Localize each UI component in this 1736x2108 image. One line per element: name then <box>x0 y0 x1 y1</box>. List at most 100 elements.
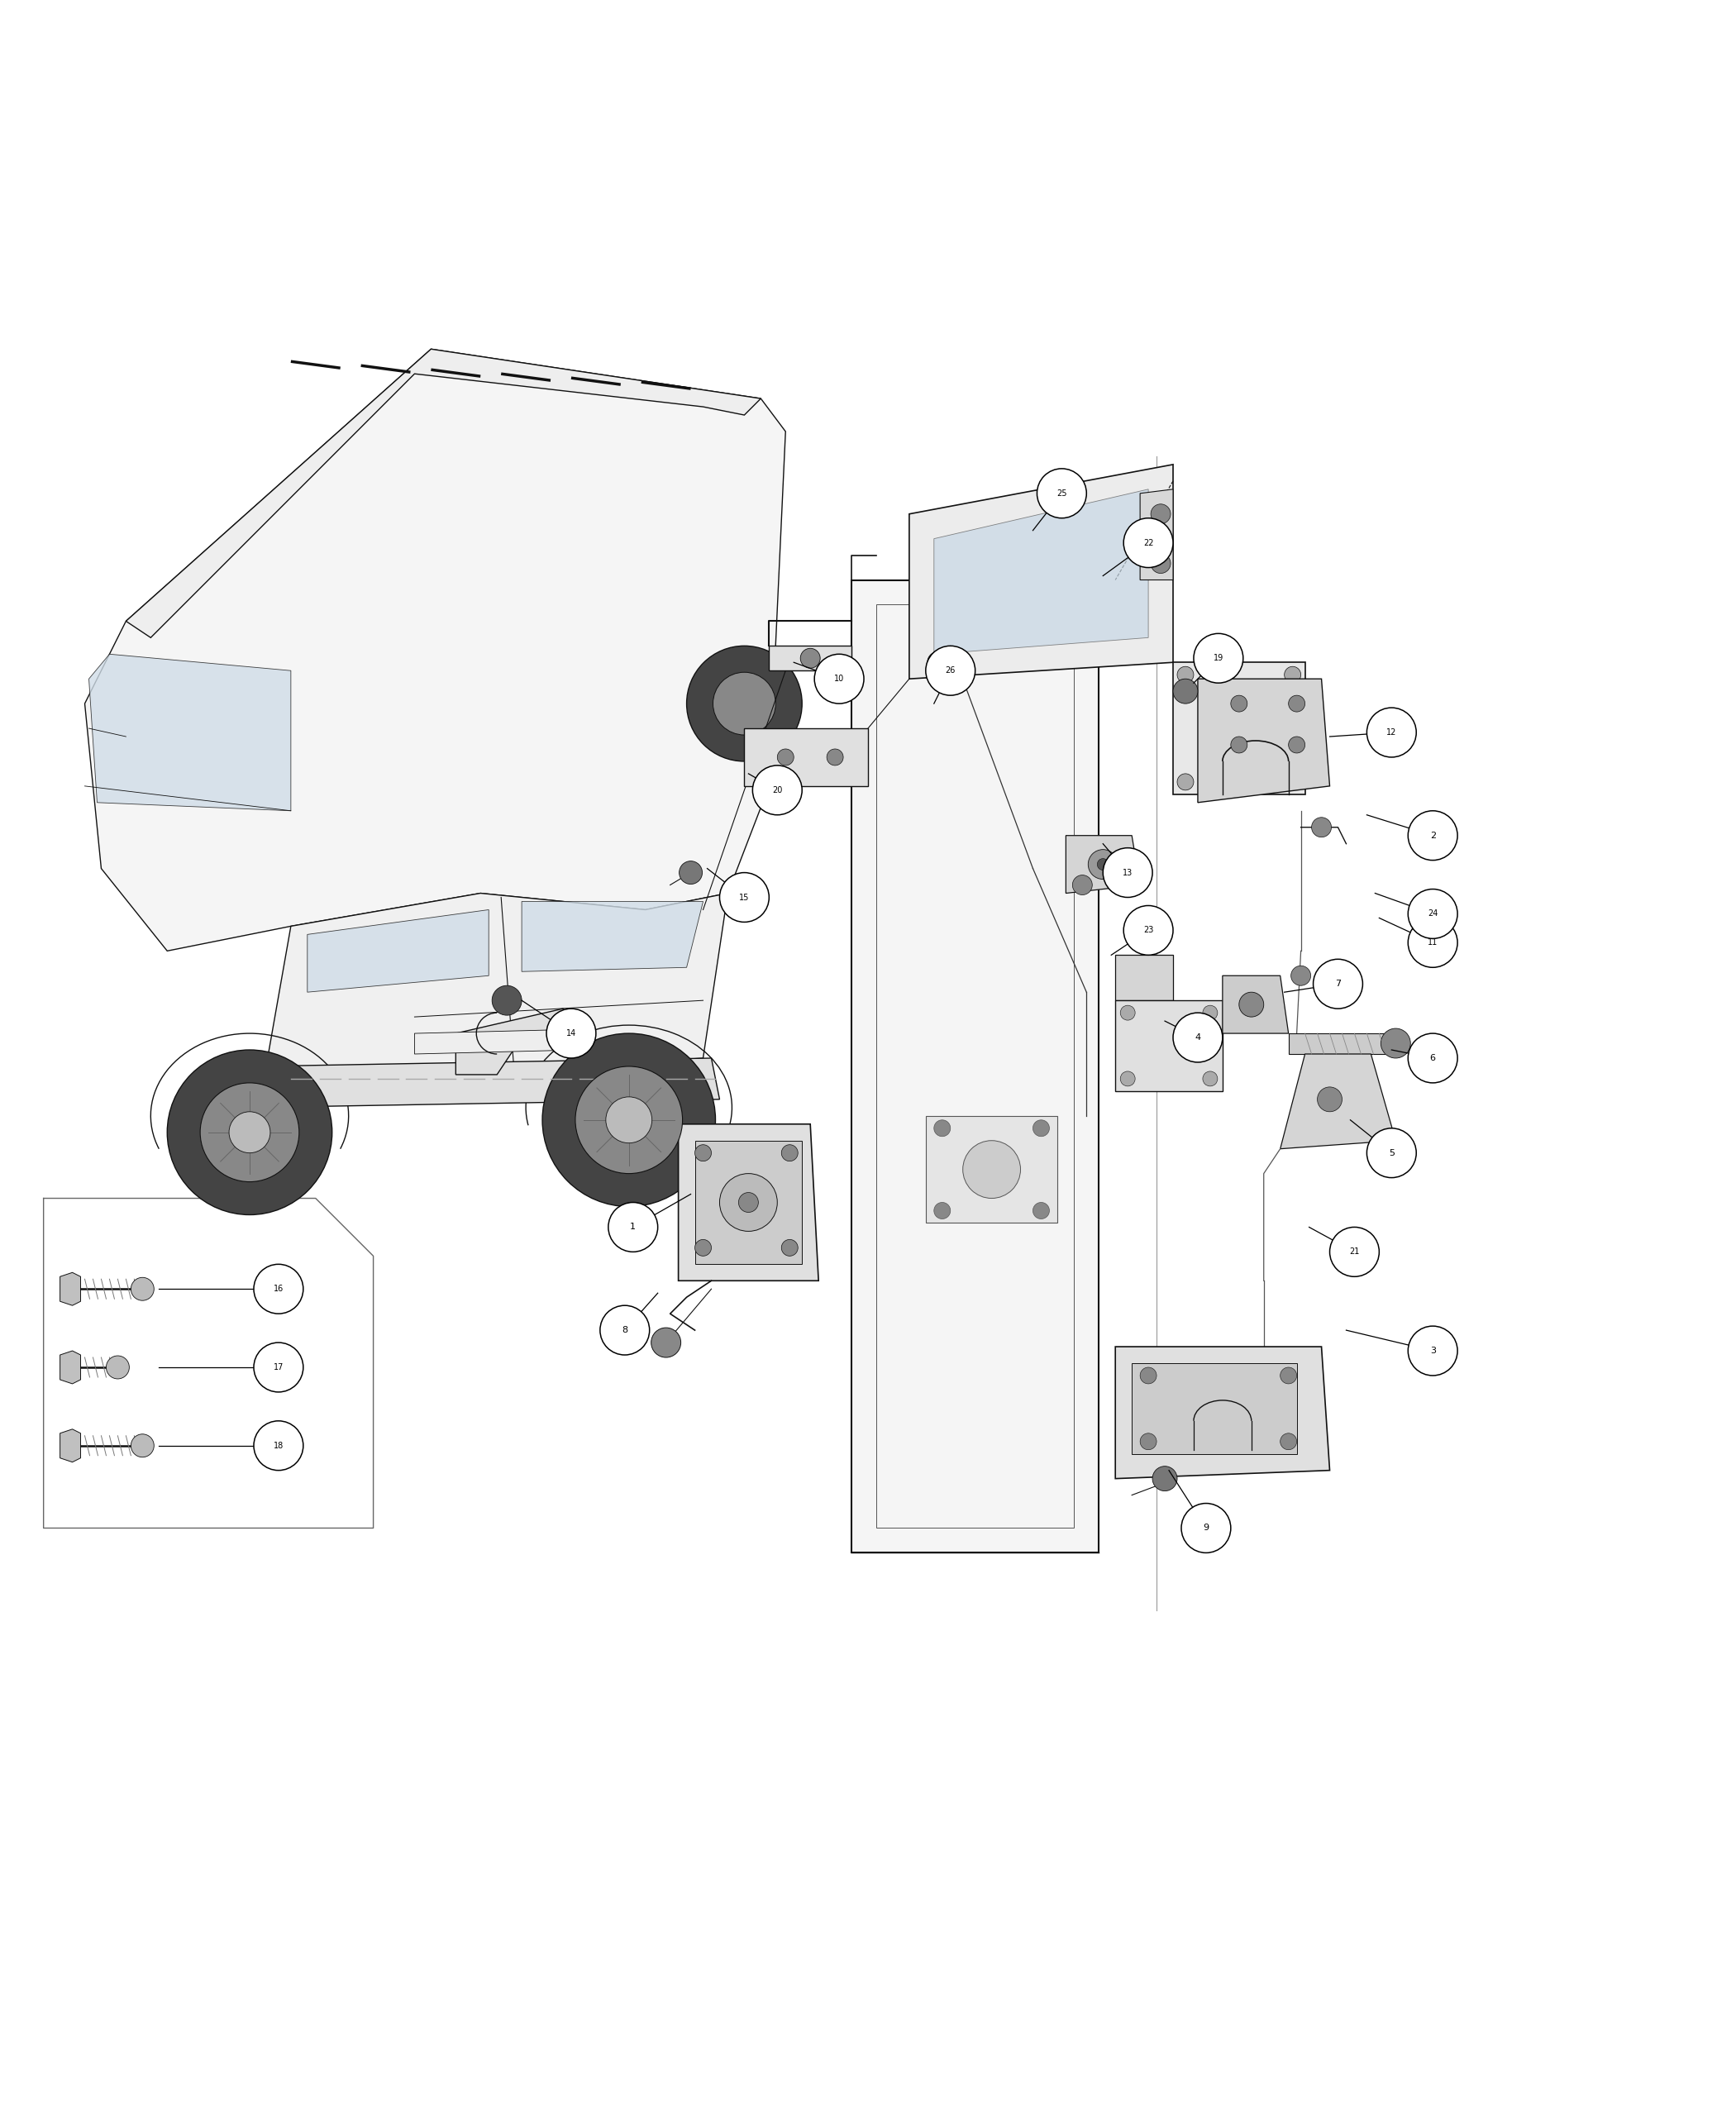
Circle shape <box>253 1421 304 1471</box>
Polygon shape <box>1115 1001 1222 1092</box>
Polygon shape <box>1222 976 1288 1033</box>
Circle shape <box>1180 1503 1231 1554</box>
Circle shape <box>687 645 802 761</box>
Circle shape <box>1240 993 1264 1016</box>
Circle shape <box>826 748 844 765</box>
Polygon shape <box>89 653 292 812</box>
Polygon shape <box>852 580 1099 1554</box>
Circle shape <box>253 1265 304 1313</box>
Circle shape <box>1033 1202 1049 1218</box>
Circle shape <box>1120 1071 1135 1086</box>
Text: 3: 3 <box>1430 1347 1436 1355</box>
Polygon shape <box>769 645 852 670</box>
Circle shape <box>1203 1071 1217 1086</box>
Circle shape <box>1141 1433 1156 1450</box>
Circle shape <box>781 1240 799 1256</box>
Polygon shape <box>1141 489 1174 580</box>
Circle shape <box>1151 554 1170 573</box>
Text: 8: 8 <box>621 1326 628 1334</box>
Circle shape <box>1097 858 1109 871</box>
Text: 11: 11 <box>1427 938 1437 946</box>
Polygon shape <box>61 1351 80 1383</box>
Circle shape <box>1153 1467 1177 1490</box>
Circle shape <box>130 1277 155 1301</box>
Polygon shape <box>266 894 727 1075</box>
Circle shape <box>963 1140 1021 1197</box>
Circle shape <box>547 1008 595 1058</box>
Text: 16: 16 <box>274 1286 283 1292</box>
Circle shape <box>1141 1368 1156 1383</box>
Circle shape <box>1088 850 1118 879</box>
Circle shape <box>1174 679 1198 704</box>
Polygon shape <box>934 489 1147 653</box>
Polygon shape <box>457 1008 580 1075</box>
Circle shape <box>1288 736 1305 753</box>
Text: 22: 22 <box>1144 540 1153 546</box>
Circle shape <box>1279 1433 1297 1450</box>
Polygon shape <box>910 464 1174 679</box>
Circle shape <box>1033 1119 1049 1136</box>
Text: 20: 20 <box>773 786 783 795</box>
Circle shape <box>1366 1128 1417 1178</box>
Polygon shape <box>694 1140 802 1265</box>
Polygon shape <box>745 729 868 786</box>
Polygon shape <box>1115 955 1174 1001</box>
Circle shape <box>925 645 976 696</box>
Circle shape <box>130 1433 155 1457</box>
Circle shape <box>1312 818 1332 837</box>
Circle shape <box>934 1202 950 1218</box>
Polygon shape <box>925 1115 1057 1223</box>
Circle shape <box>1174 1012 1222 1062</box>
Polygon shape <box>307 911 490 993</box>
Text: 13: 13 <box>1123 868 1134 877</box>
Text: 6: 6 <box>1430 1054 1436 1062</box>
Circle shape <box>1288 696 1305 713</box>
Polygon shape <box>679 1124 819 1282</box>
Circle shape <box>1102 847 1153 898</box>
Circle shape <box>542 1033 715 1206</box>
Circle shape <box>1203 1006 1217 1020</box>
Circle shape <box>1123 519 1174 567</box>
Circle shape <box>814 653 865 704</box>
Circle shape <box>1177 774 1194 790</box>
Circle shape <box>1312 959 1363 1008</box>
Polygon shape <box>1115 1347 1330 1478</box>
Text: 4: 4 <box>1194 1033 1201 1041</box>
Text: 21: 21 <box>1349 1248 1359 1256</box>
Polygon shape <box>1279 1054 1396 1149</box>
Circle shape <box>800 649 819 668</box>
Circle shape <box>1231 696 1246 713</box>
Circle shape <box>229 1111 271 1153</box>
Text: 15: 15 <box>740 894 750 902</box>
Circle shape <box>694 1145 712 1162</box>
Circle shape <box>253 1343 304 1391</box>
Text: 9: 9 <box>1203 1524 1208 1533</box>
Circle shape <box>1194 635 1243 683</box>
Circle shape <box>753 765 802 816</box>
Circle shape <box>1408 917 1458 968</box>
Circle shape <box>1408 890 1458 938</box>
Circle shape <box>778 748 793 765</box>
Text: 19: 19 <box>1213 653 1224 662</box>
Text: 7: 7 <box>1335 980 1340 989</box>
Polygon shape <box>1066 835 1141 894</box>
Circle shape <box>1073 875 1092 896</box>
Circle shape <box>106 1355 128 1379</box>
Circle shape <box>927 651 950 672</box>
Polygon shape <box>250 1058 720 1107</box>
Polygon shape <box>1198 679 1330 803</box>
Circle shape <box>606 1096 653 1143</box>
Circle shape <box>1285 666 1300 683</box>
Circle shape <box>934 1119 950 1136</box>
Text: 25: 25 <box>1057 489 1068 497</box>
Text: 17: 17 <box>273 1364 283 1372</box>
Text: 12: 12 <box>1387 729 1397 736</box>
Circle shape <box>1120 1006 1135 1020</box>
Circle shape <box>1231 736 1246 753</box>
Polygon shape <box>523 902 703 972</box>
Text: 14: 14 <box>566 1029 576 1037</box>
Polygon shape <box>85 350 786 951</box>
Circle shape <box>651 1328 681 1358</box>
Circle shape <box>679 860 703 883</box>
Circle shape <box>738 1193 759 1212</box>
